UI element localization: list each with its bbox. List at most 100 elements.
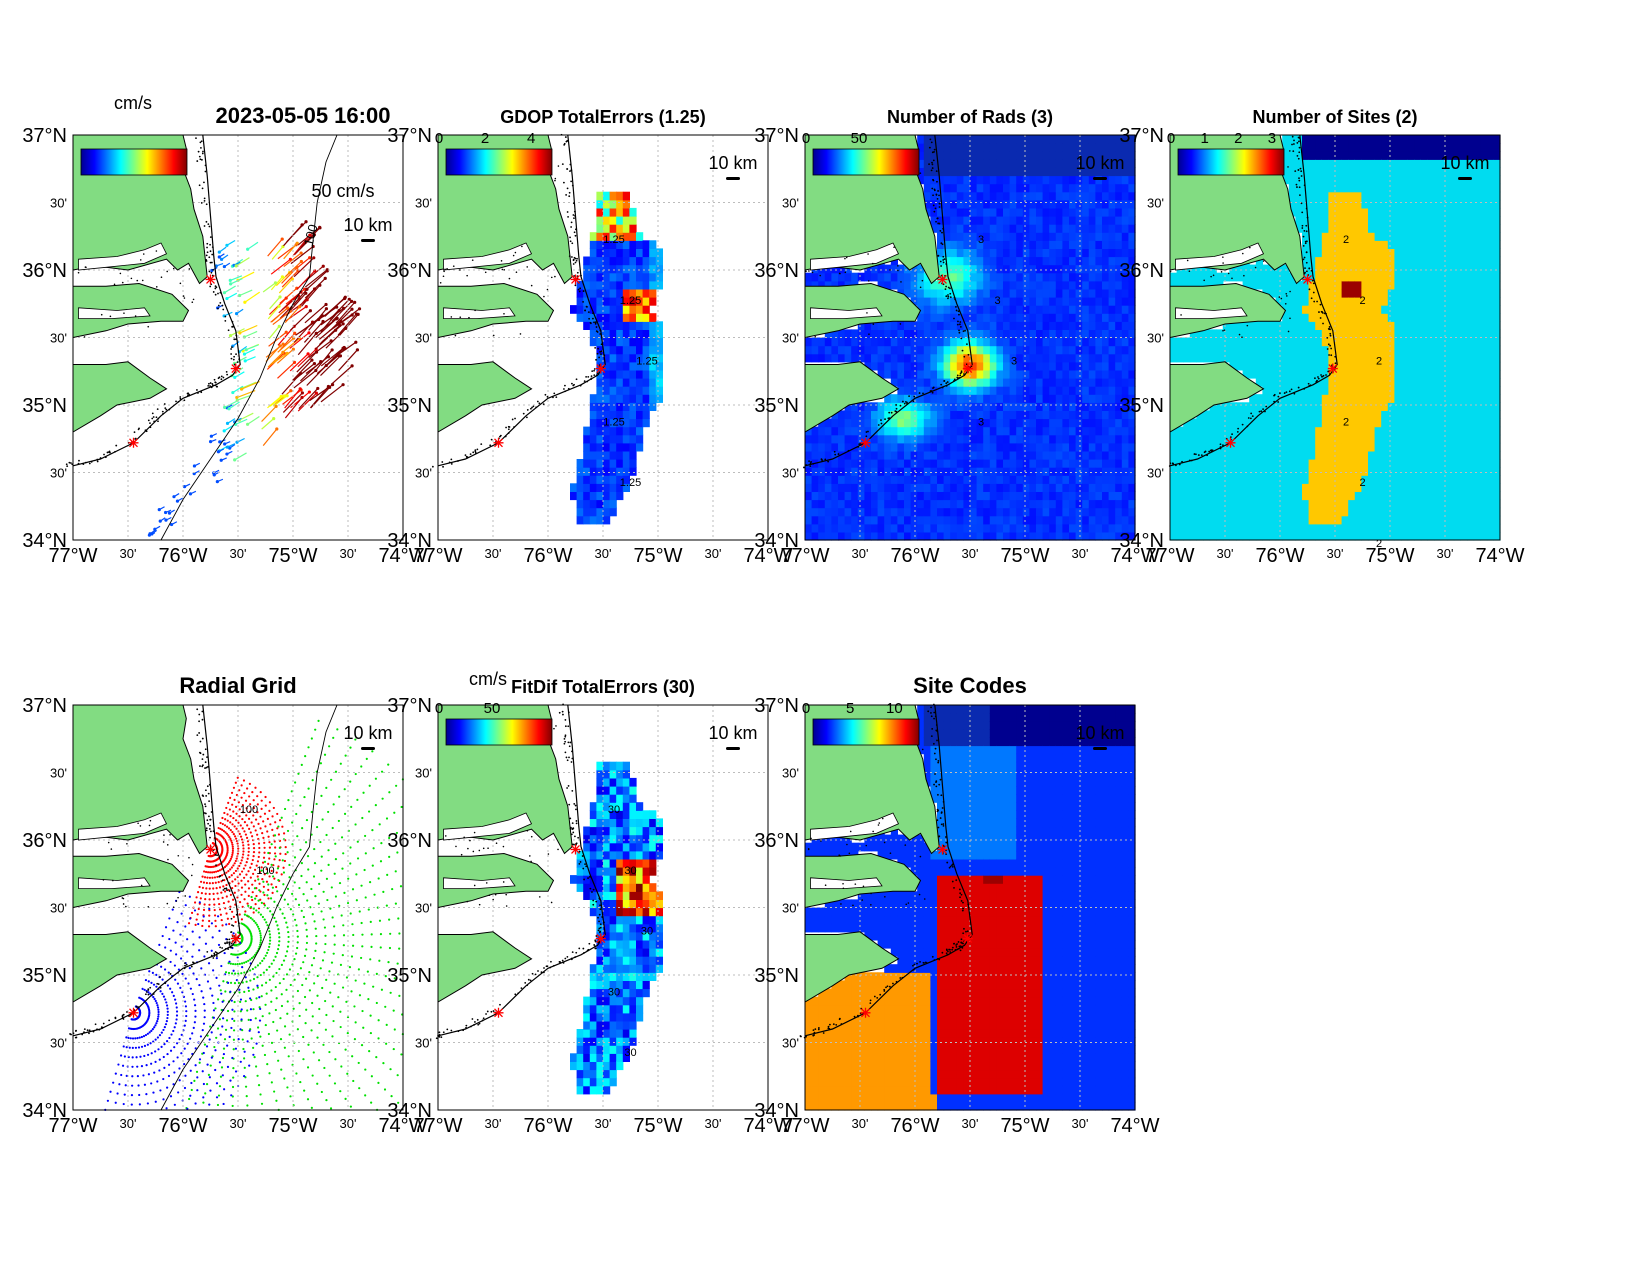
heatmap-cell bbox=[943, 272, 951, 282]
heatmap-cell bbox=[963, 394, 971, 403]
heatmap-cell bbox=[616, 418, 624, 428]
heatmap-cell bbox=[1115, 402, 1123, 411]
heatmap-cell bbox=[930, 313, 938, 322]
heatmap-cell bbox=[1108, 313, 1116, 322]
coast-dot bbox=[957, 320, 959, 323]
heatmap-cell bbox=[1016, 499, 1024, 509]
heatmap-cell bbox=[956, 410, 964, 420]
heatmap-cell bbox=[989, 450, 997, 460]
heatmap-cell bbox=[1361, 337, 1369, 347]
coast-dot bbox=[203, 197, 206, 200]
current-vector bbox=[276, 348, 294, 364]
current-vector bbox=[335, 301, 356, 324]
heatmap-cell bbox=[983, 361, 991, 371]
coast-dot bbox=[929, 138, 932, 141]
scale-bar bbox=[1093, 177, 1107, 180]
heatmap-cell bbox=[1321, 207, 1329, 217]
heatmap-cell bbox=[897, 442, 905, 452]
heatmap-cell bbox=[1055, 442, 1063, 452]
heatmap-cell bbox=[1401, 378, 1409, 387]
coast-dot bbox=[544, 393, 547, 396]
heatmap-cell bbox=[1016, 337, 1024, 347]
heatmap-cell bbox=[917, 491, 925, 501]
heatmap-cell bbox=[950, 426, 958, 436]
current-vector-head bbox=[350, 299, 354, 303]
heatmap-cell bbox=[1401, 272, 1409, 282]
coast-dot bbox=[230, 353, 233, 355]
heatmap-cell bbox=[1368, 475, 1376, 484]
heatmap-cell bbox=[1387, 288, 1395, 298]
heatmap-cell bbox=[1262, 467, 1270, 476]
heatmap-cell bbox=[1036, 151, 1044, 160]
heatmap-cell bbox=[983, 499, 991, 509]
heatmap-cell bbox=[1082, 272, 1090, 282]
heatmap-cell bbox=[884, 507, 892, 517]
coast-dot bbox=[574, 214, 576, 217]
heatmap-cell bbox=[1095, 240, 1103, 249]
heatmap-cell bbox=[937, 418, 945, 428]
coast-dot bbox=[196, 160, 199, 162]
heatmap-cell bbox=[655, 272, 663, 282]
heatmap-cell bbox=[1055, 240, 1063, 249]
heatmap-cell bbox=[1328, 297, 1336, 306]
heatmap-cell bbox=[1381, 337, 1389, 347]
heatmap-cell bbox=[603, 442, 611, 452]
heatmap-cell bbox=[930, 475, 938, 484]
heatmap-cell bbox=[1222, 491, 1230, 501]
heatmap-cell bbox=[1003, 272, 1011, 282]
heatmap-cell bbox=[1022, 483, 1030, 492]
current-vector-head bbox=[274, 404, 278, 408]
heatmap-cell bbox=[1055, 248, 1063, 258]
heatmap-cell bbox=[1368, 280, 1376, 290]
heatmap-cell bbox=[1361, 321, 1369, 330]
heatmap-cell bbox=[1354, 491, 1362, 501]
heatmap-cell bbox=[1222, 337, 1230, 347]
heatmap-cell bbox=[603, 507, 611, 517]
heatmap-cell bbox=[1016, 264, 1024, 274]
heatmap-cell bbox=[1262, 394, 1270, 403]
heatmap-cell bbox=[1249, 483, 1257, 492]
heatmap-cell bbox=[1049, 167, 1057, 177]
contour-label: 3 bbox=[978, 416, 984, 428]
current-vector-head bbox=[304, 291, 308, 295]
heatmap-cell bbox=[1308, 321, 1316, 330]
heatmap-cell bbox=[831, 353, 839, 363]
heatmap-cell bbox=[1003, 280, 1011, 290]
heatmap-cell bbox=[897, 321, 905, 330]
heatmap-cell bbox=[1407, 191, 1415, 201]
heatmap-cell bbox=[923, 499, 931, 509]
heatmap-cell bbox=[1282, 353, 1290, 363]
heatmap-cell bbox=[877, 280, 885, 290]
heatmap-cell bbox=[871, 523, 879, 533]
heatmap-cell bbox=[1288, 135, 1296, 144]
panel-title: 2023-05-05 16:00 bbox=[216, 103, 391, 128]
heatmap-cell bbox=[996, 248, 1004, 258]
heatmap-cell bbox=[1374, 199, 1382, 209]
heatmap-cell bbox=[1042, 313, 1050, 322]
coast-dot bbox=[466, 274, 468, 277]
heatmap-cell bbox=[1348, 337, 1356, 347]
heatmap-cell bbox=[824, 353, 832, 363]
heatmap-cell bbox=[1255, 353, 1263, 363]
heatmap-cell bbox=[616, 394, 624, 403]
current-vector bbox=[304, 303, 327, 324]
heatmap-cell bbox=[1189, 264, 1197, 274]
heatmap-cell bbox=[1361, 224, 1369, 233]
heatmap-cell bbox=[1308, 459, 1316, 468]
heatmap-cell bbox=[655, 369, 663, 379]
heatmap-cell bbox=[629, 394, 637, 403]
coast-dot bbox=[480, 443, 483, 445]
coast-dot bbox=[553, 392, 556, 395]
heatmap-cell bbox=[609, 313, 617, 322]
heatmap-cell bbox=[1029, 183, 1037, 193]
heatmap-cell bbox=[1049, 483, 1057, 492]
heatmap-cell bbox=[1069, 256, 1077, 266]
heatmap-cell bbox=[937, 248, 945, 258]
heatmap-cell bbox=[655, 353, 663, 363]
heatmap-cell bbox=[1102, 232, 1110, 241]
heatmap-cell bbox=[1394, 248, 1402, 258]
heatmap-cell bbox=[1249, 515, 1257, 525]
heatmap-cell bbox=[616, 248, 624, 258]
heatmap-cell bbox=[1302, 305, 1310, 314]
coast-dot bbox=[901, 400, 904, 403]
